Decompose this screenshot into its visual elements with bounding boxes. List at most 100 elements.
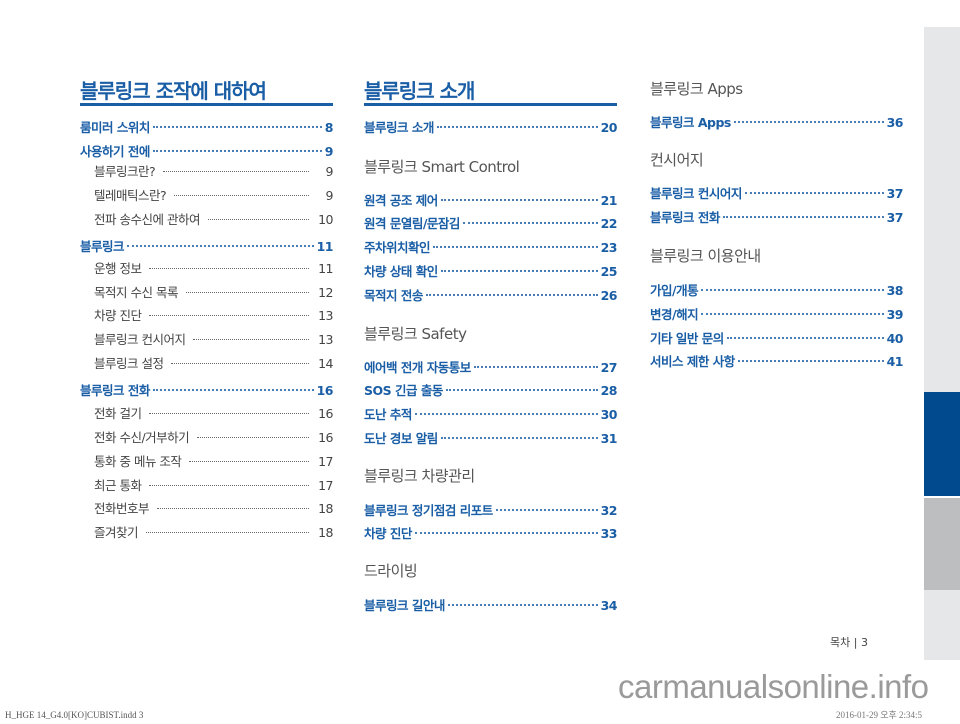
toc-entry[interactable]: 운행 정보 11 <box>80 259 334 279</box>
toc-entry[interactable]: 차량 진단 33 <box>364 524 618 544</box>
toc-entry[interactable]: 변경/해지 39 <box>650 305 904 325</box>
dot-leader <box>722 216 884 218</box>
side-tab-mid <box>924 498 960 590</box>
toc-entry[interactable]: 주차위치확인 23 <box>364 238 618 258</box>
toc-entry[interactable]: 차량 진단 13 <box>80 306 334 326</box>
toc-entry[interactable]: 블루링크 설정 14 <box>80 354 334 374</box>
toc-entry[interactable]: 통화 중 메뉴 조작 17 <box>80 452 334 472</box>
toc-entry-label: 전화번호부 <box>94 501 150 516</box>
toc-entry-page: 36 <box>886 115 904 130</box>
toc-entry-page: 41 <box>886 354 904 369</box>
toc-column-1: 블루링크 조작에 대하여 룸미러 스위치 8 사용하기 전에 9 블루링크란? 9 텔레매틱스… <box>80 78 334 540</box>
toc-entry-page: 10 <box>318 212 333 227</box>
toc-entry[interactable]: 블루링크 컨시어지 37 <box>650 184 904 204</box>
toc-entry-label: 가입/개통 <box>650 283 699 298</box>
toc-entry[interactable]: 텔레매틱스란? 9 <box>80 186 334 206</box>
toc-entry-page: 18 <box>318 525 333 540</box>
toc-entry-label: 변경/해지 <box>650 307 699 322</box>
toc-entry[interactable]: 블루링크 정기점검 리포트 32 <box>364 501 618 521</box>
toc-entry-page: 11 <box>316 239 334 254</box>
dot-leader <box>744 192 884 194</box>
dot-leader <box>149 315 309 316</box>
toc-entry[interactable]: 목적지 수신 목록 12 <box>80 283 334 303</box>
toc-entry-label: 블루링크 소개 <box>364 120 434 135</box>
toc-entry-label: 블루링크 컨시어지 <box>94 332 186 347</box>
toc-entry[interactable]: 블루링크 전화 37 <box>650 208 904 228</box>
toc-entry[interactable]: 전화번호부 18 <box>80 499 334 519</box>
dot-leader <box>189 461 309 462</box>
toc-entry[interactable]: 에어백 전개 자동통보 27 <box>364 358 618 378</box>
dot-leader <box>171 363 309 364</box>
toc-entry[interactable]: 도난 추적 30 <box>364 405 618 425</box>
dot-leader <box>495 509 598 511</box>
toc-entry[interactable]: 룸미러 스위치 8 <box>80 118 334 138</box>
toc-entry-label: 목적지 수신 목록 <box>94 285 178 300</box>
toc-entry[interactable]: 최근 통화 17 <box>80 476 334 496</box>
dot-leader <box>473 366 598 368</box>
toc-entry[interactable]: 도난 경보 알림 31 <box>364 429 618 449</box>
toc-entry-page: 13 <box>318 308 333 323</box>
toc-entry-label: 블루링크 컨시어지 <box>650 186 742 201</box>
toc-entry-label: 룸미러 스위치 <box>80 120 150 135</box>
toc-entry[interactable]: 전화 수신/거부하기 16 <box>80 428 334 448</box>
toc-entry[interactable]: 블루링크 컨시어지 13 <box>80 330 334 350</box>
toc-entry-page: 39 <box>886 307 904 322</box>
dot-leader <box>185 292 309 293</box>
toc-entry[interactable]: 목적지 전송 26 <box>364 286 618 306</box>
toc-entry-label: 원격 공조 제어 <box>364 193 438 208</box>
toc-entry[interactable]: SOS 긴급 출동 28 <box>364 381 618 401</box>
toc-entry-label: 도난 추적 <box>364 407 412 422</box>
dot-leader <box>447 604 598 606</box>
side-tab-active <box>924 392 960 496</box>
toc-entry[interactable]: 블루링크 11 <box>80 237 334 257</box>
toc-entry[interactable]: 전화 걸기 16 <box>80 404 334 424</box>
toc-entry-label: 블루링크 정기점검 리포트 <box>364 503 493 518</box>
toc-entry-label: 주차위치확인 <box>364 240 431 255</box>
dot-leader <box>146 532 309 533</box>
toc-entry-page: 32 <box>600 503 618 518</box>
toc-entry[interactable]: 기타 일반 문의 40 <box>650 329 904 349</box>
toc-entry[interactable]: 사용하기 전에 9 <box>80 142 334 162</box>
dot-leader <box>445 389 598 391</box>
toc-entry-page: 17 <box>318 454 333 469</box>
toc-entry-page: 16 <box>318 430 333 445</box>
toc-entry-label: 운행 정보 <box>94 261 142 276</box>
toc-entry-label: 에어백 전개 자동통보 <box>364 360 471 375</box>
toc-entry-page: 13 <box>318 332 333 347</box>
dot-leader <box>149 413 309 414</box>
toc-entry[interactable]: 블루링크란? 9 <box>80 162 334 182</box>
dot-leader <box>425 294 598 296</box>
toc-entry-page: 37 <box>886 210 904 225</box>
toc-entry-page: 9 <box>325 188 334 203</box>
toc-entry-page: 31 <box>600 431 618 446</box>
dot-leader <box>197 437 309 438</box>
toc-entry[interactable]: 원격 공조 제어 21 <box>364 191 618 211</box>
toc-entry-label: SOS 긴급 출동 <box>364 383 443 398</box>
toc-entry[interactable]: 블루링크 전화 16 <box>80 381 334 401</box>
toc-entry-page: 22 <box>600 216 618 231</box>
toc-entry-page: 38 <box>886 283 904 298</box>
toc-entry[interactable]: 가입/개통 38 <box>650 281 904 301</box>
toc-entry[interactable]: 블루링크 길안내 34 <box>364 596 618 616</box>
toc-entry[interactable]: 블루링크 Apps 36 <box>650 113 904 133</box>
toc-entry[interactable]: 전파 송수신에 관하여 10 <box>80 210 334 230</box>
toc-entry-label: 목적지 전송 <box>364 288 423 303</box>
dot-leader <box>207 219 309 220</box>
section-title: 블루링크 소개 <box>364 78 617 106</box>
toc-entry[interactable]: 즐겨찾기 18 <box>80 523 334 543</box>
toc-entry[interactable]: 원격 문열림/문잠김 22 <box>364 214 618 234</box>
toc-entry[interactable]: 블루링크 소개 20 <box>364 118 618 138</box>
toc-entry-page: 17 <box>318 478 333 493</box>
toc-entry-label: 즐겨찾기 <box>94 525 139 540</box>
dot-leader <box>149 268 309 269</box>
toc-entry-label: 차량 상태 확인 <box>364 264 438 279</box>
toc-entry-label: 기타 일반 문의 <box>650 331 724 346</box>
toc-entry-label: 전파 송수신에 관하여 <box>94 212 200 227</box>
toc-entry-page: 14 <box>318 356 333 371</box>
toc-entry[interactable]: 차량 상태 확인 25 <box>364 262 618 282</box>
toc-entry[interactable]: 서비스 제한 사항 41 <box>650 352 904 372</box>
toc-entry-page: 33 <box>600 526 618 541</box>
toc-entry-page: 37 <box>886 186 904 201</box>
toc-entry-label: 도난 경보 알림 <box>364 431 438 446</box>
side-tab-light-bottom <box>924 590 960 660</box>
